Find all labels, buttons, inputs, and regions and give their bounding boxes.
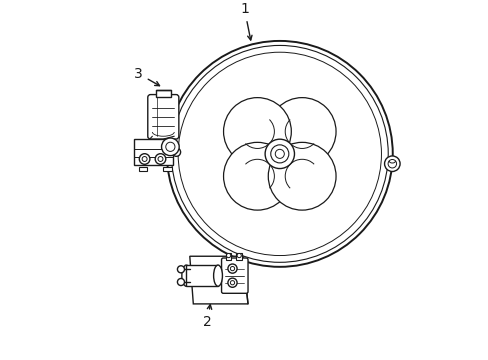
Text: 1: 1 [240,2,251,40]
Bar [186,265,218,286]
Bar [236,253,242,260]
FancyBboxPatch shape [221,258,247,293]
Polygon shape [189,256,247,304]
Circle shape [227,264,237,273]
Circle shape [155,154,165,164]
Circle shape [223,142,291,210]
Circle shape [227,278,237,287]
Circle shape [237,253,241,258]
Bar [225,253,231,260]
Circle shape [158,157,163,162]
Circle shape [270,145,288,163]
Bar [156,90,170,98]
Ellipse shape [213,265,222,286]
Circle shape [139,154,150,164]
Ellipse shape [182,265,190,286]
Circle shape [275,149,284,158]
Text: 2: 2 [203,305,211,329]
Bar [134,139,172,165]
Circle shape [166,41,392,267]
Bar [138,167,147,171]
Circle shape [268,98,335,165]
Circle shape [226,253,230,258]
Circle shape [268,142,335,210]
Text: 3: 3 [134,67,159,86]
Circle shape [230,266,234,271]
Circle shape [161,138,179,156]
Circle shape [177,279,184,285]
Bar [163,167,171,171]
Circle shape [384,156,399,171]
Circle shape [172,148,180,156]
FancyBboxPatch shape [147,95,179,139]
Circle shape [264,139,294,168]
Circle shape [230,280,234,285]
Circle shape [223,98,291,165]
Circle shape [177,266,184,273]
Circle shape [142,157,147,162]
